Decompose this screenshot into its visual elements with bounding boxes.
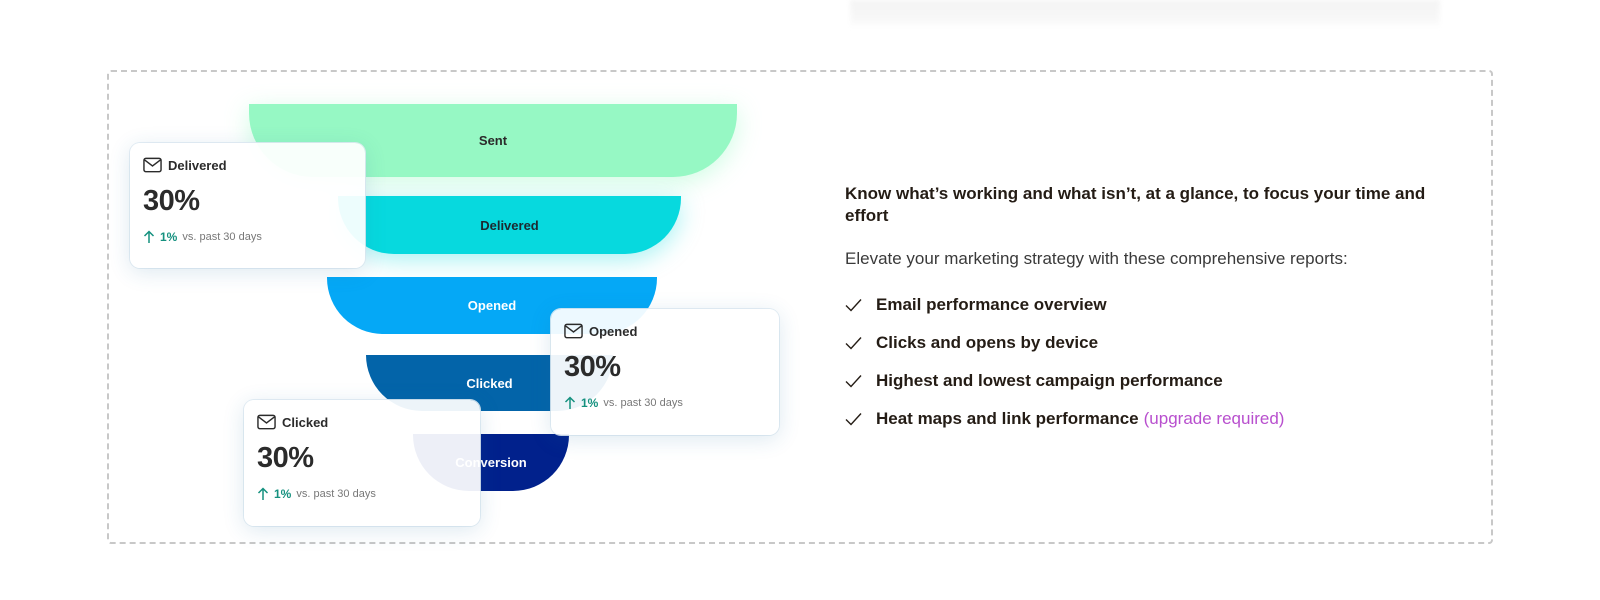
feature-list: Email performance overview Clicks and op… [845,286,1445,438]
trend-percent: 1% [581,396,599,410]
envelope-icon [564,323,583,339]
trend-label: vs. past 30 days [603,397,683,409]
stat-card-delivered: Delivered 30% 1% vs. past 30 days [130,143,365,268]
blurred-top-content [850,0,1440,28]
feature-item: Heat maps and link performance (upgrade … [845,400,1445,438]
card-title: Delivered [168,157,227,173]
stat-card-opened: Opened 30% 1% vs. past 30 days [551,309,779,435]
arrow-up-icon [564,396,576,409]
upgrade-required-note: (upgrade required) [1143,409,1285,428]
trend-label: vs. past 30 days [296,488,376,500]
funnel-stage-label: Delivered [480,217,539,233]
card-value: 30% [257,442,314,474]
checkmark-icon [845,337,862,350]
funnel-stage-delivered: Delivered [338,196,681,254]
funnel-stage-label: Clicked [466,375,513,391]
trend-label: vs. past 30 days [182,231,262,243]
feature-label: Highest and lowest campaign performance [876,371,1223,390]
feature-item: Highest and lowest campaign performance [845,362,1445,400]
card-value: 30% [143,185,200,217]
headline: Know what’s working and what isn’t, at a… [845,184,1426,225]
feature-item: Clicks and opens by device [845,324,1445,362]
arrow-up-icon [143,230,155,243]
feature-label: Clicks and opens by device [876,333,1099,352]
funnel-stage-label: Sent [478,133,508,148]
envelope-icon [257,414,276,430]
stat-card-clicked: Clicked 30% 1% vs. past 30 days [244,400,480,526]
envelope-icon [143,157,162,173]
feature-description: Know what’s working and what isn’t, at a… [845,183,1445,438]
card-value: 30% [564,351,621,383]
trend-percent: 1% [160,230,178,244]
feature-section-frame [107,70,1493,544]
card-title: Clicked [282,414,329,430]
checkmark-icon [845,299,862,312]
trend-percent: 1% [274,487,292,501]
checkmark-icon [845,413,862,426]
feature-item: Email performance overview [845,286,1445,324]
feature-label: Heat maps and link performance [876,409,1139,428]
arrow-up-icon [257,487,269,500]
intro-text: Elevate your marketing strategy with the… [845,249,1348,268]
feature-label: Email performance overview [876,295,1107,314]
funnel-stage-label: Opened [467,298,517,313]
checkmark-icon [845,375,862,388]
card-title: Opened [589,323,638,339]
